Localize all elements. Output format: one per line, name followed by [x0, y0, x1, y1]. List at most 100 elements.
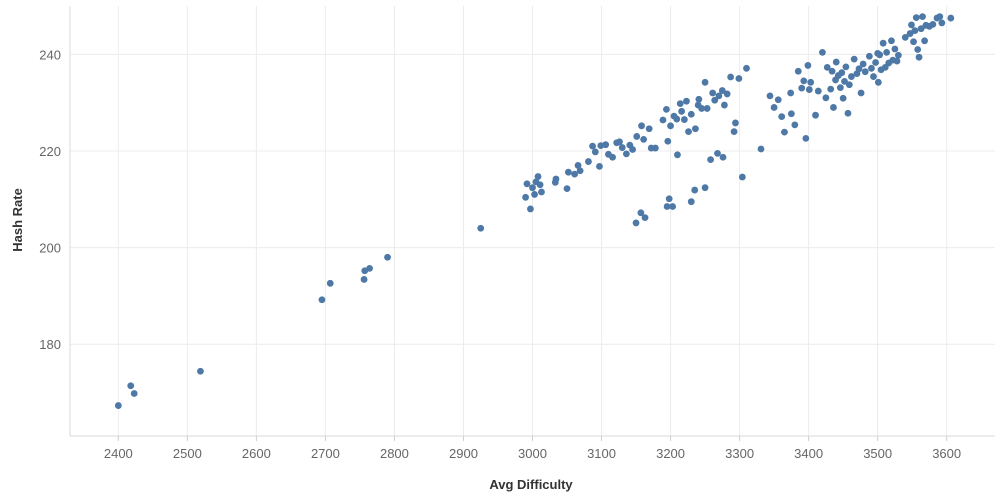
data-point — [536, 181, 544, 189]
data-point — [936, 13, 944, 21]
data-point — [865, 52, 873, 60]
data-point — [665, 195, 673, 203]
data-point — [664, 137, 672, 145]
data-point — [538, 188, 545, 196]
data-point — [830, 104, 837, 111]
data-point — [616, 138, 623, 146]
data-point — [698, 105, 706, 112]
data-point — [842, 63, 850, 71]
x-tick-label: 2800 — [380, 446, 409, 461]
x-tick-label: 2700 — [311, 446, 340, 461]
data-point — [703, 105, 711, 112]
data-point — [701, 78, 709, 86]
axes — [69, 6, 995, 441]
data-point — [663, 105, 670, 113]
x-tick-label: 2900 — [449, 446, 478, 461]
x-tick-label: 3200 — [656, 446, 685, 461]
data-point — [669, 203, 677, 210]
data-point — [585, 158, 592, 165]
data-point — [326, 279, 334, 287]
data-point — [727, 73, 735, 81]
y-tick-labels: 180 200 220 240 — [39, 47, 61, 352]
data-point — [618, 144, 626, 151]
x-tick-label: 2500 — [173, 446, 202, 461]
x-tick-label: 3300 — [725, 446, 754, 461]
data-point — [823, 63, 831, 71]
y-axis-title: Hash Rate — [10, 188, 25, 252]
data-point — [911, 27, 919, 35]
data-point — [868, 64, 875, 72]
data-point — [633, 133, 641, 140]
data-point — [838, 69, 846, 77]
data-point — [908, 21, 915, 29]
y-tick-label: 220 — [39, 144, 61, 159]
data-point — [912, 14, 920, 21]
data-point — [318, 296, 326, 304]
data-point — [861, 68, 869, 76]
data-point — [691, 186, 699, 194]
data-point — [919, 13, 926, 21]
data-point — [876, 51, 884, 59]
data-point — [901, 34, 909, 41]
data-point — [574, 162, 582, 169]
x-tick-label: 3000 — [518, 446, 547, 461]
data-point — [844, 109, 852, 117]
data-point — [870, 73, 877, 80]
data-point — [667, 122, 674, 130]
data-point — [832, 58, 840, 66]
data-point — [857, 89, 865, 97]
data-point — [743, 64, 750, 72]
data-point — [663, 203, 671, 210]
data-point — [609, 153, 616, 161]
data-point — [711, 96, 719, 104]
data-point — [638, 122, 645, 130]
data-point — [781, 128, 788, 136]
data-point — [366, 264, 373, 272]
data-point — [632, 219, 640, 227]
data-point — [766, 92, 774, 100]
data-point — [384, 253, 391, 261]
data-point — [645, 125, 653, 133]
data-point — [477, 224, 485, 232]
gridlines — [70, 6, 995, 436]
data-point — [774, 96, 782, 104]
data-point — [770, 104, 778, 111]
data-point — [360, 276, 368, 283]
y-tick-label: 240 — [39, 47, 61, 62]
data-point — [659, 116, 667, 124]
x-tick-label: 3500 — [863, 446, 892, 461]
data-point — [841, 77, 848, 85]
data-point — [800, 77, 808, 85]
data-point — [680, 116, 688, 123]
data-point — [807, 78, 815, 86]
data-point — [714, 149, 721, 157]
data-point — [622, 150, 630, 158]
data-point — [787, 110, 795, 118]
data-point — [891, 45, 899, 53]
data-point — [914, 46, 922, 53]
data-point — [563, 185, 571, 193]
data-point — [522, 193, 529, 201]
data-point — [130, 390, 138, 397]
data-point — [798, 84, 806, 92]
data-point — [915, 53, 923, 61]
data-point — [596, 163, 603, 170]
y-tick-label: 200 — [39, 241, 61, 256]
data-point — [602, 141, 610, 149]
x-axis-title: Avg Difficulty — [489, 477, 573, 492]
data-point — [883, 48, 891, 56]
data-point — [921, 37, 928, 45]
data-point — [701, 184, 709, 192]
data-point — [894, 51, 902, 59]
data-point — [787, 89, 795, 97]
data-point — [848, 73, 855, 80]
data-point — [836, 84, 844, 92]
x-tick-label: 2400 — [104, 446, 133, 461]
data-point — [527, 205, 534, 213]
data-point — [812, 111, 819, 119]
data-point — [637, 209, 645, 217]
data-point — [715, 92, 723, 100]
data-point — [814, 87, 822, 95]
data-point — [872, 59, 879, 66]
